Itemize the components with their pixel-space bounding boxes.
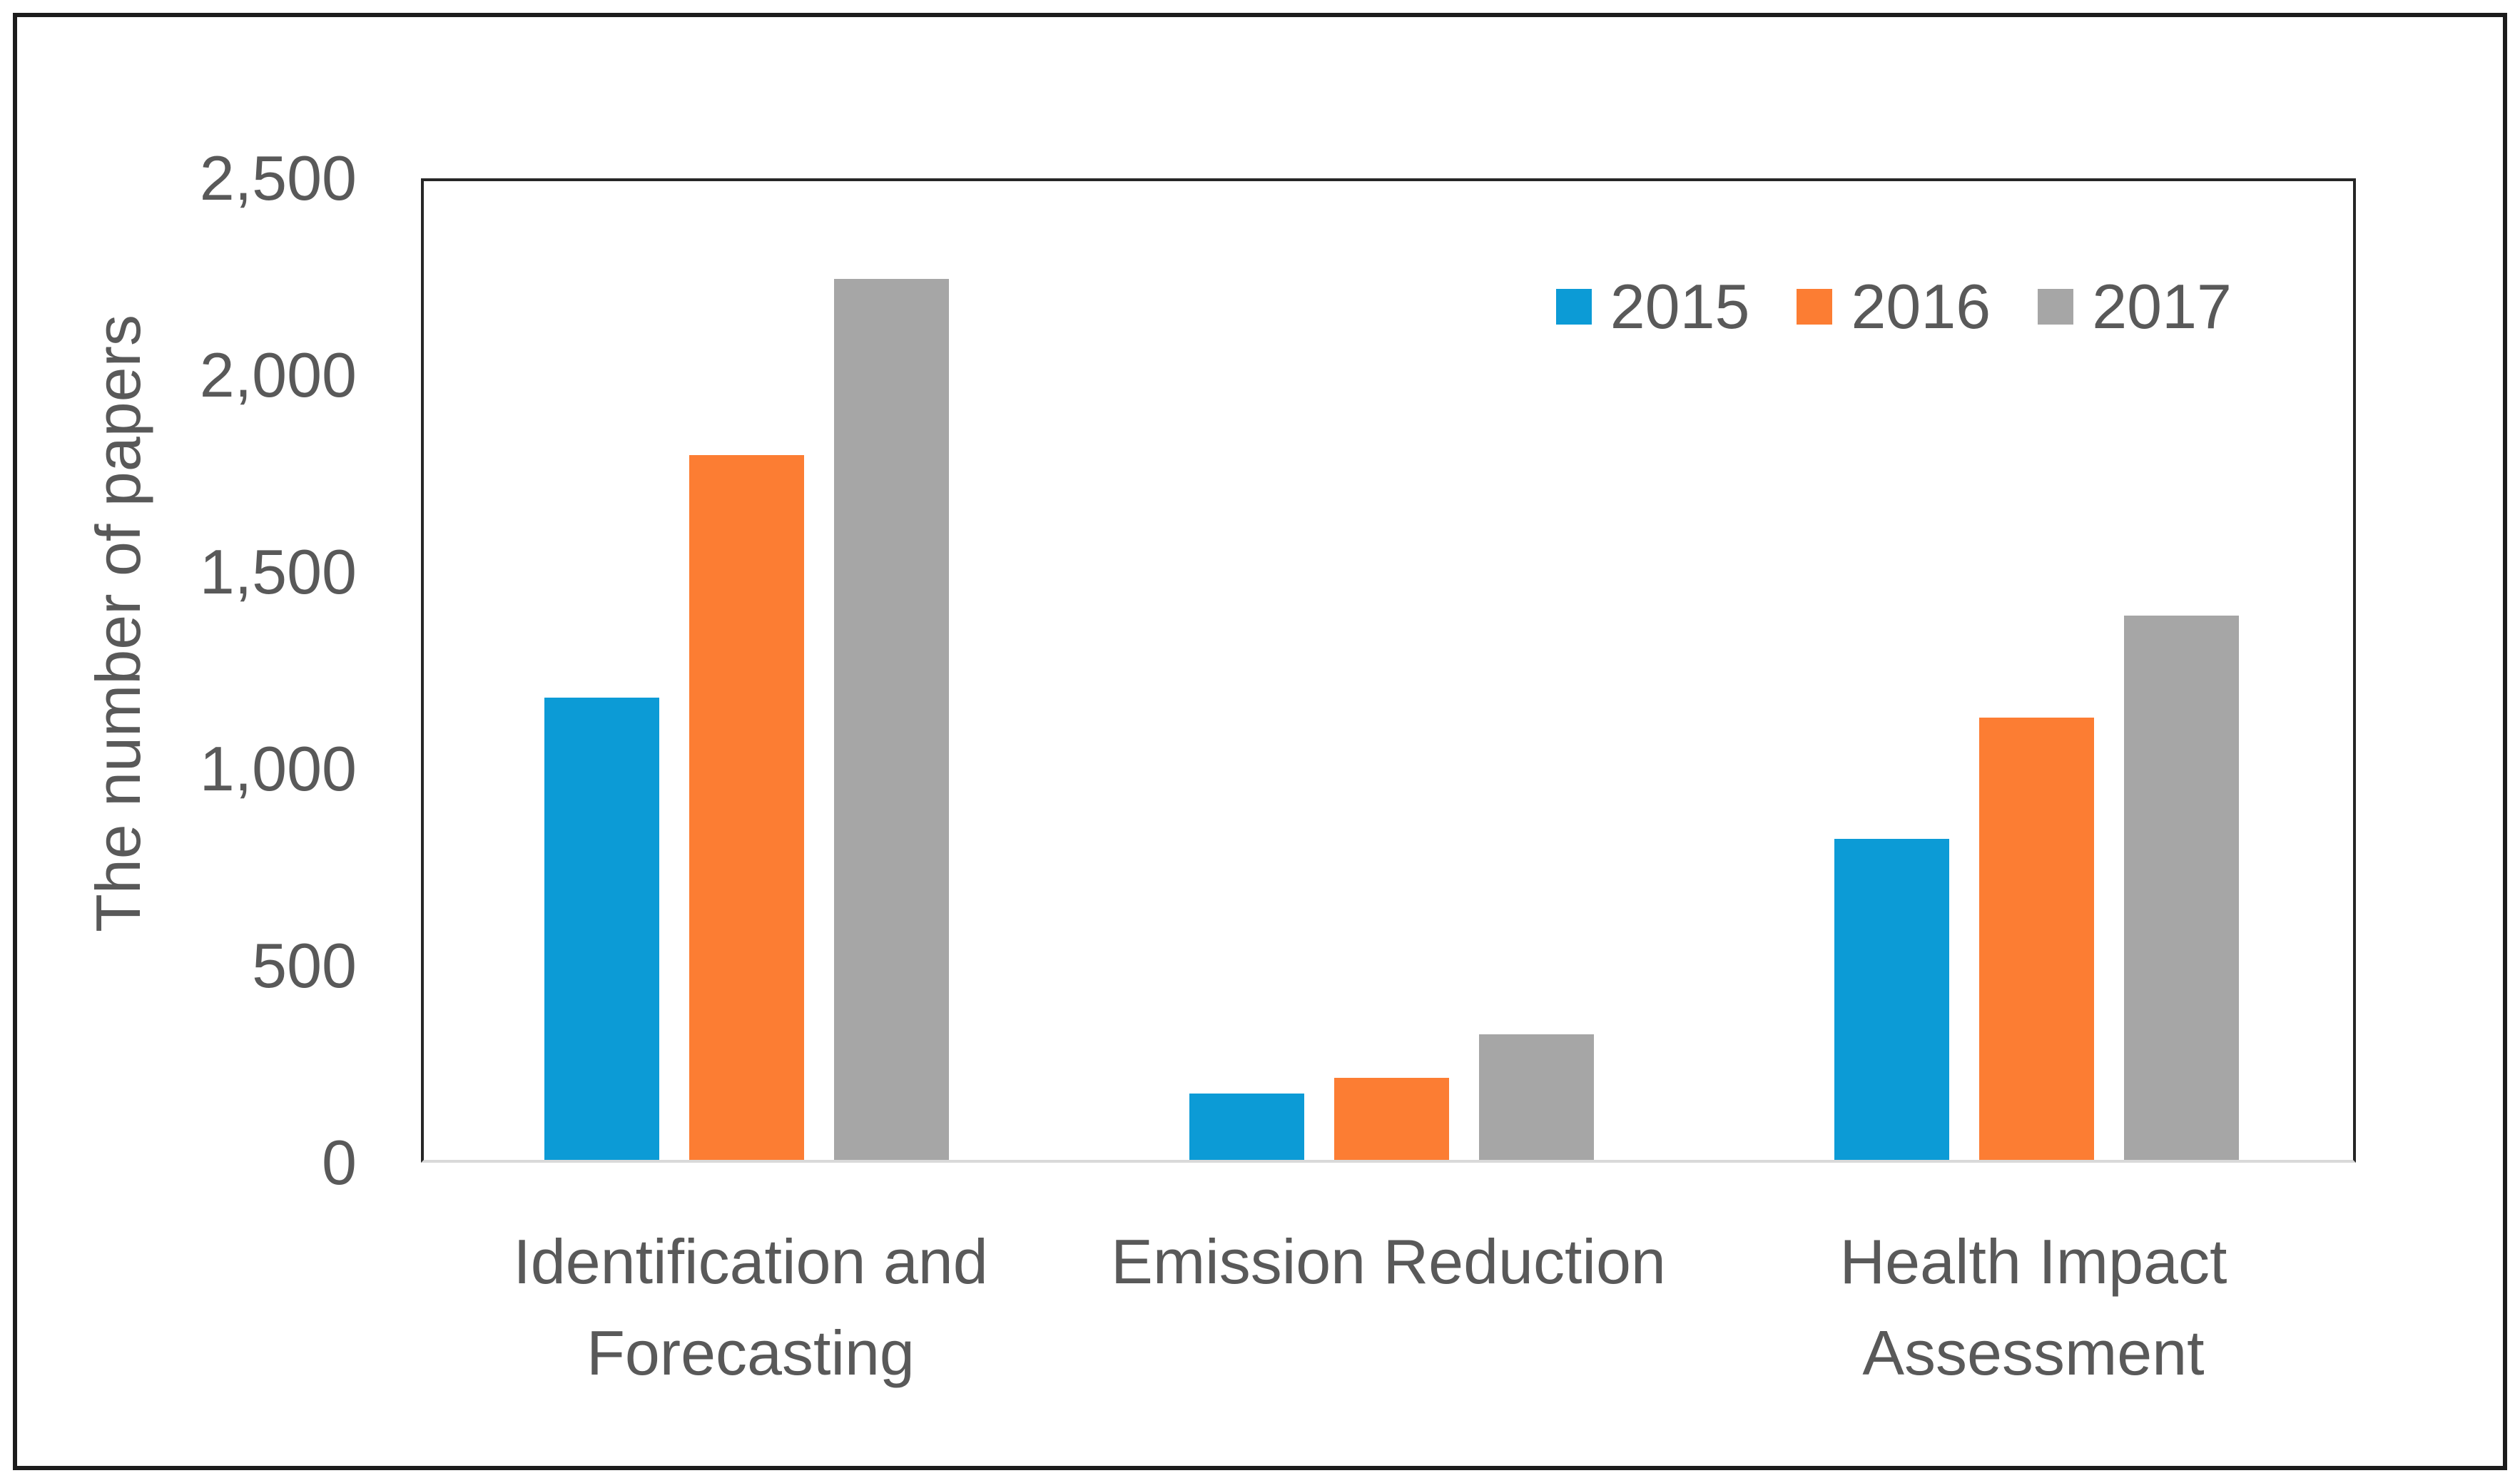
y-tick-label: 1,500 (199, 536, 357, 607)
y-tick-label: 0 (322, 1127, 357, 1198)
bar-2016-group1 (689, 455, 804, 1160)
bar-2015-group3 (1834, 839, 1949, 1160)
legend-swatch-2016 (1797, 289, 1833, 325)
bar-2017-group1 (834, 279, 949, 1160)
legend-label: 2015 (1610, 271, 1750, 342)
legend-swatch-2017 (2038, 289, 2074, 325)
y-tick-label: 1,000 (199, 733, 357, 804)
x-category-label: Identification and Forecasting (513, 1226, 988, 1388)
bar-2015-group1 (544, 698, 659, 1160)
bar-2017-group2 (1479, 1034, 1594, 1160)
bar-2016-group3 (1979, 718, 2094, 1160)
legend-swatch-2015 (1555, 289, 1592, 325)
bar-2015-group2 (1189, 1094, 1304, 1160)
legend-entry-2017: 2017 (2038, 270, 2232, 343)
legend-entry-2016: 2016 (1797, 270, 1991, 343)
y-tick-label: 2,000 (199, 340, 357, 410)
bar-2016-group2 (1334, 1078, 1449, 1160)
y-tick-label: 2,500 (199, 143, 357, 213)
legend-entry-2015: 2015 (1555, 270, 1750, 343)
y-tick-label: 500 (252, 930, 357, 1001)
x-category-label: Health Impact Assessment (1839, 1226, 2227, 1388)
plot-area (421, 178, 2356, 1163)
x-category-label: Emission Reduction (1111, 1226, 1666, 1297)
legend-label: 2017 (2092, 271, 2232, 342)
chart-legend: 2015 2016 2017 (1555, 270, 2232, 343)
legend-label: 2016 (1851, 271, 1991, 342)
bar-2017-group3 (2124, 616, 2239, 1160)
